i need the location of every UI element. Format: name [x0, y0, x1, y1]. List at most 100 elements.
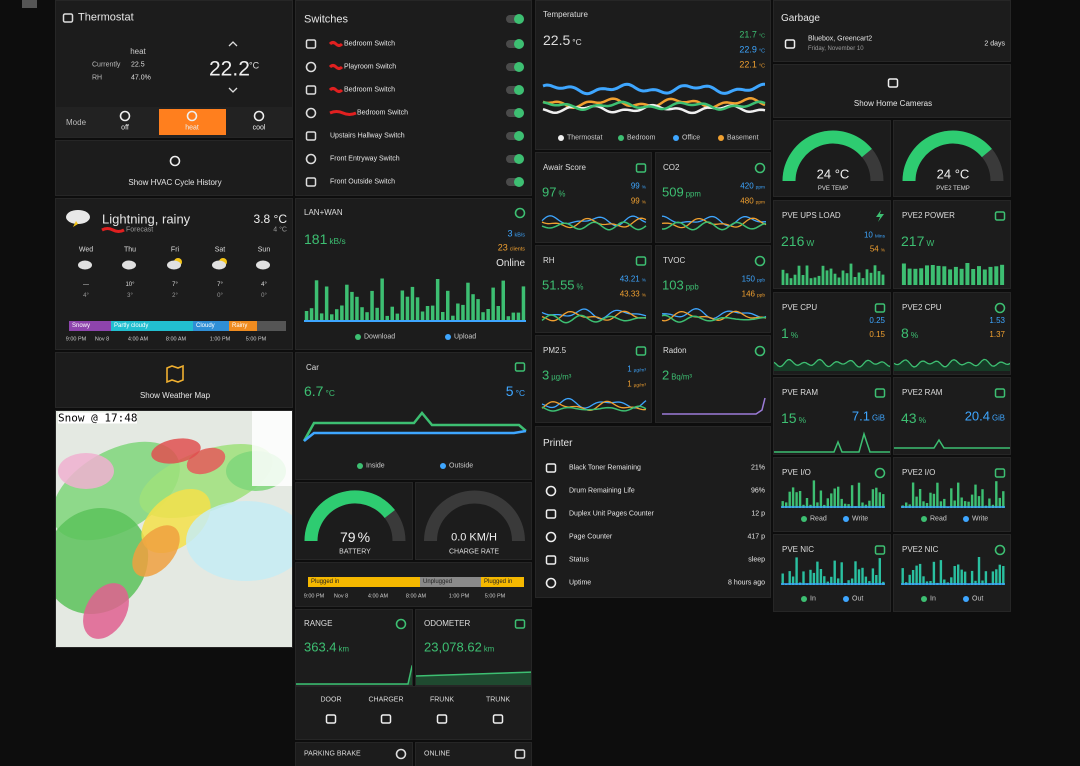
bar — [925, 503, 929, 508]
graph — [894, 438, 1010, 449]
bar — [825, 270, 829, 285]
bar — [953, 500, 956, 508]
radar-blob — [132, 525, 180, 577]
bar — [410, 286, 415, 322]
main-value-unit: % — [910, 330, 919, 340]
odometer-value: 23,078.62 km — [424, 641, 494, 654]
icon-shape — [545, 531, 557, 543]
map-icon — [166, 364, 184, 384]
server-card: PVE CPU 1% 0.25 0.15 — [773, 292, 891, 375]
day-high: 4° — [261, 282, 267, 288]
control-label: FRUNK — [429, 696, 455, 704]
bar — [841, 270, 845, 285]
legend-label: Basement — [727, 134, 759, 142]
gauge-fill — [304, 490, 395, 542]
main-value-unit: % — [576, 282, 584, 292]
side-value-unit: Mins — [874, 234, 885, 240]
upload-rate-number: 3 — [507, 228, 513, 239]
bar — [907, 268, 912, 285]
main-value-number: 509 — [662, 184, 684, 200]
bar — [849, 263, 853, 285]
bar — [802, 571, 805, 585]
side-value: 150 ppb — [742, 275, 765, 285]
icon-shape — [492, 714, 504, 724]
icon — [994, 544, 1006, 556]
radar-caption: Snow @ 17:48 — [58, 411, 138, 425]
main-value: 51.55% — [542, 279, 583, 292]
hvac-card: Show HVAC Cycle History — [55, 140, 293, 196]
bar — [950, 488, 953, 508]
icon-shape — [754, 255, 766, 267]
side-value: 480 ppm — [740, 197, 765, 207]
redaction-stroke — [329, 110, 357, 116]
bar — [965, 263, 970, 285]
main-value-number: 97 — [542, 184, 557, 200]
outside-temp-number: 5 — [505, 383, 514, 399]
value: 22.5 — [131, 61, 145, 69]
radar-blob — [83, 583, 129, 639]
icon — [874, 467, 886, 479]
toggle — [506, 14, 524, 24]
row-label: Page Counter — [569, 533, 613, 541]
bar — [830, 493, 833, 508]
bar — [360, 307, 364, 322]
bar — [425, 306, 430, 322]
time-label: Nov 8 — [94, 336, 110, 343]
bar — [1002, 566, 1005, 585]
toggle-knob — [514, 131, 524, 141]
switch-label: Playroom Switch — [344, 63, 397, 71]
card-title: PVE RAM — [782, 388, 819, 397]
bar — [918, 563, 922, 585]
charge-rate-card: 0.0 KM/H CHARGE RATE — [415, 482, 532, 560]
side-value: 1 µg/m³ — [627, 380, 646, 390]
radar-legend — [252, 411, 292, 486]
bar — [981, 489, 984, 508]
icon — [305, 39, 317, 49]
bar — [501, 280, 505, 322]
area — [296, 666, 412, 685]
gauge — [902, 130, 1004, 182]
icon-shape — [754, 162, 766, 174]
side-value-unit: GiB — [872, 413, 885, 423]
bar — [801, 275, 805, 285]
bar — [826, 498, 829, 508]
bar — [365, 312, 369, 322]
side-value-unit: % — [641, 185, 646, 191]
bar — [809, 278, 813, 285]
bar — [843, 503, 847, 508]
icon — [545, 509, 557, 519]
side-value-number: 43.21 — [619, 274, 640, 284]
bar — [830, 576, 833, 585]
icon-shape — [325, 714, 337, 724]
day-low: 3° — [127, 293, 133, 299]
card-title: RANGE — [304, 619, 333, 628]
side-value-number: 146 — [741, 289, 755, 299]
bar — [861, 502, 864, 508]
icon-shape — [62, 13, 74, 23]
bar — [913, 268, 918, 285]
bar — [1002, 491, 1005, 508]
bar — [911, 482, 915, 508]
toggle — [506, 39, 524, 49]
row-label: Drum Remaining Life — [569, 487, 635, 495]
outside-temp: 5 °C — [506, 384, 525, 398]
icon-shape — [186, 110, 198, 122]
bar — [795, 492, 798, 508]
radar-blob — [186, 501, 292, 581]
server-temp-card: 24 °C PVE2 TEMP — [893, 120, 1011, 197]
bar — [963, 501, 967, 508]
bar — [974, 580, 977, 585]
side-value-number: 43.33 — [619, 289, 640, 299]
icon-shape — [305, 61, 317, 73]
bar — [788, 571, 791, 585]
time-label: 1:00 PM — [209, 336, 231, 343]
bar — [911, 570, 915, 585]
timeline-label: Unplugged — [423, 579, 453, 585]
bar — [805, 498, 809, 508]
bar — [821, 265, 825, 285]
main-value-number: 15 — [781, 410, 797, 426]
time-label: 5:00 PM — [245, 336, 267, 343]
icon-shape — [754, 345, 766, 357]
side-value-unit: GiB — [992, 413, 1005, 423]
icon — [876, 210, 884, 222]
